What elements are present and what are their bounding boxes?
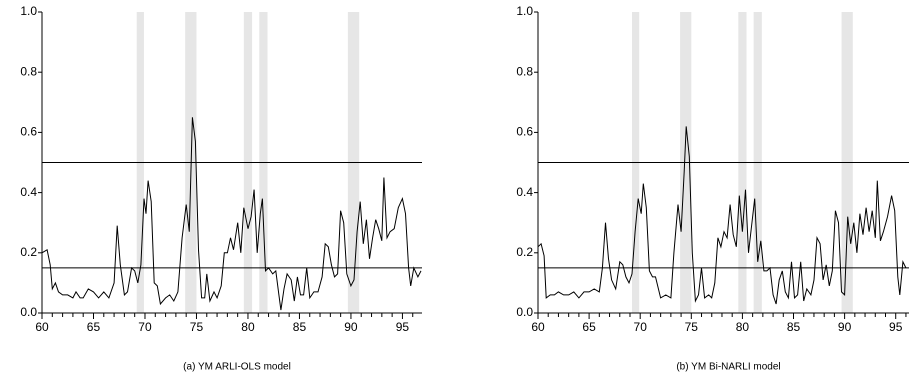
- y-tick-label: 0.6: [20, 125, 37, 139]
- x-tick-label: 60: [35, 320, 49, 334]
- y-tick-label: 0.2: [20, 245, 37, 259]
- probability-line: [537, 126, 907, 305]
- x-tick-label: 60: [531, 320, 545, 334]
- y-tick-label: 0.4: [20, 185, 37, 199]
- caption: (b) YM Bi-NARLI model: [676, 362, 780, 373]
- x-tick-label: 95: [889, 320, 903, 334]
- x-tick-label: 75: [685, 320, 699, 334]
- y-tick-label: 0.8: [516, 64, 533, 78]
- x-tick-label: 95: [396, 320, 410, 334]
- x-tick-label: 65: [582, 320, 596, 334]
- x-tick-label: 70: [634, 320, 648, 334]
- x-tick-label: 70: [138, 320, 152, 334]
- probability-line: [41, 117, 422, 311]
- caption: (a) YM ARLI-OLS model: [183, 362, 291, 373]
- x-tick-label: 65: [87, 320, 101, 334]
- y-tick-label: 0.0: [516, 305, 533, 319]
- x-tick-label: 90: [838, 320, 852, 334]
- x-tick-label: 80: [736, 320, 750, 334]
- y-tick-label: 0.8: [20, 64, 37, 78]
- x-tick-label: 75: [190, 320, 204, 334]
- y-tick-label: 0.0: [20, 305, 37, 319]
- y-tick-label: 1.0: [516, 4, 533, 18]
- x-tick-label: 90: [344, 320, 358, 334]
- y-tick-label: 0.6: [516, 125, 533, 139]
- y-tick-label: 1.0: [20, 4, 37, 18]
- x-tick-label: 85: [293, 320, 307, 334]
- y-tick-label: 0.4: [516, 185, 533, 199]
- y-tick-label: 0.2: [516, 245, 533, 259]
- x-tick-label: 85: [787, 320, 801, 334]
- x-tick-label: 80: [241, 320, 255, 334]
